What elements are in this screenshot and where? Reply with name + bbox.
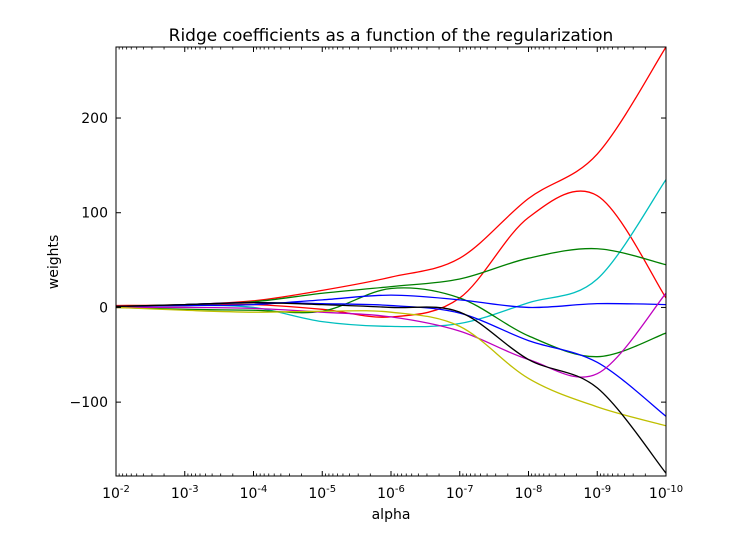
x-tick-label: 10-5 [308,484,336,502]
y-tick-label: 200 [81,111,108,127]
x-tick-label: 10-4 [240,484,268,502]
chart-title: Ridge coefficients as a function of the … [169,26,614,46]
y-tick-label: −100 [70,395,108,411]
x-tick-label: 10-9 [583,484,611,502]
x-tick-label: 10-7 [446,484,474,502]
series-line-8 [116,292,666,378]
y-tick-label: 100 [81,206,108,222]
x-tick-label: 10-10 [649,484,683,502]
x-tick-label: 10-2 [102,484,130,502]
series-line-9 [116,306,666,427]
y-axis-label: weights [46,235,62,290]
y-tick-label: 0 [99,300,108,316]
y-axis-ticks: 200 100 0 −100 [70,111,666,411]
x-axis-ticks: 10-2 10-3 10-4 10-5 10-6 10-7 10-8 10-9 10-10 [102,47,683,502]
x-tick-label: 10-8 [515,484,543,502]
x-tick-label: 10-6 [377,484,405,502]
x-axis-label: alpha [372,507,411,523]
series-layer [116,47,666,474]
series-line-10 [116,302,666,474]
series-line-6 [116,294,666,309]
x-tick-label: 10-3 [171,484,199,502]
